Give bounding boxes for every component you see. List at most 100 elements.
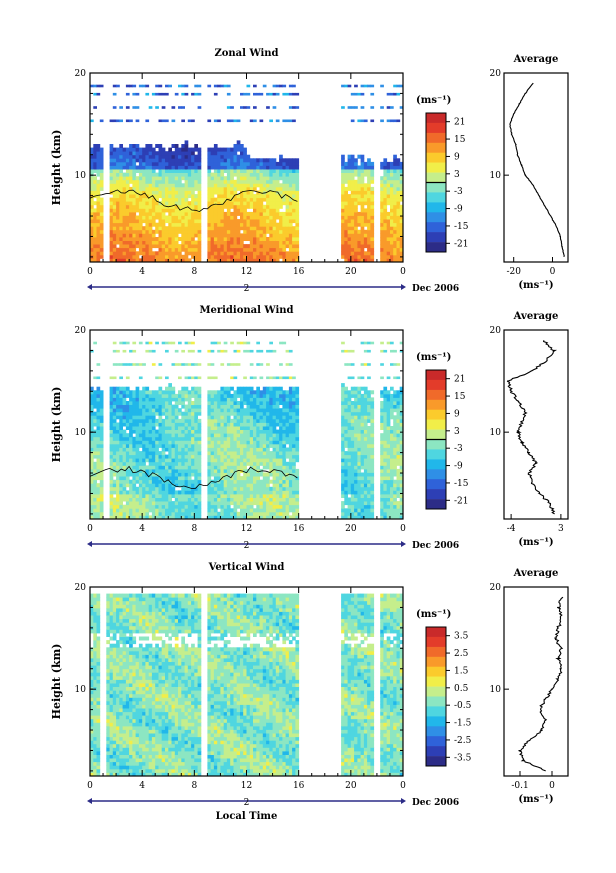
heatmap-cell — [253, 229, 257, 234]
heatmap-cell — [285, 119, 290, 123]
heatmap-cell — [230, 251, 234, 256]
heatmap-cell — [191, 222, 195, 227]
heatmap-cell — [181, 244, 185, 249]
heatmap-cell — [272, 436, 277, 441]
heatmap-cell — [217, 511, 221, 516]
heatmap-cell — [341, 465, 345, 470]
heatmap-cell — [151, 240, 156, 245]
heatmap-cell — [396, 233, 401, 238]
heatmap-cell — [116, 201, 120, 206]
heatmap-cell — [122, 515, 127, 520]
heatmap-cell — [135, 197, 140, 202]
heatmap-cell — [230, 426, 234, 430]
heatmap-cell — [210, 215, 215, 220]
heatmap-cell — [158, 222, 163, 227]
heatmap-cell — [138, 240, 143, 245]
heatmap-cell — [275, 472, 280, 477]
heatmap-cell — [142, 454, 146, 459]
heatmap-cell — [292, 508, 296, 513]
heatmap-cell — [112, 190, 117, 195]
heatmap-cell — [135, 151, 140, 156]
heatmap-cell — [93, 461, 97, 466]
heatmap-cell — [174, 418, 179, 423]
heatmap-cell — [285, 237, 290, 241]
heatmap-cell — [138, 154, 143, 159]
heatmap-cell — [350, 237, 355, 241]
heatmap-cell — [96, 194, 101, 199]
heatmap-cell — [155, 454, 159, 459]
heatmap-cell — [191, 151, 195, 156]
heatmap-cell — [187, 422, 192, 427]
heatmap-cell — [253, 172, 257, 177]
heatmap-cell — [226, 204, 231, 209]
heatmap-cell — [93, 483, 97, 488]
heatmap-cell — [230, 197, 234, 202]
heatmap-cell — [158, 151, 163, 156]
heatmap-cell — [357, 240, 362, 245]
heatmap-cell — [292, 226, 296, 231]
heatmap-cell — [236, 201, 241, 206]
heatmap-cell — [184, 390, 189, 395]
heatmap-cell — [125, 390, 130, 395]
heatmap-cell — [96, 215, 101, 220]
heatmap-cell — [155, 161, 159, 166]
heatmap-cell — [171, 451, 176, 456]
heatmap-cell — [151, 468, 156, 473]
heatmap-cell — [226, 229, 231, 234]
heatmap-cell — [132, 436, 137, 441]
heatmap-cell — [236, 158, 241, 163]
heatmap-cell — [142, 219, 146, 224]
heatmap-cell — [99, 197, 104, 202]
heatmap-cell — [275, 258, 280, 263]
heatmap-cell — [363, 194, 368, 199]
heatmap-cell — [226, 476, 231, 481]
heatmap-cell — [145, 483, 150, 488]
heatmap-cell — [272, 172, 277, 177]
heatmap-cell — [171, 204, 176, 209]
heatmap-cell — [168, 515, 172, 520]
heatmap-cell — [259, 490, 264, 495]
heatmap-cell — [187, 204, 192, 209]
heatmap-cell — [236, 140, 241, 145]
heatmap-cell — [288, 233, 293, 238]
heatmap-cell — [197, 447, 202, 452]
heatmap-cell — [213, 341, 218, 345]
heatmap-cell — [269, 494, 273, 498]
heatmap-cell — [138, 158, 143, 163]
heatmap-cell — [233, 237, 238, 241]
heatmap-cell — [233, 349, 238, 353]
heatmap-cell — [292, 433, 296, 438]
heatmap-cell — [279, 401, 283, 405]
heatmap-cell — [187, 476, 192, 481]
heatmap-cell — [174, 415, 179, 420]
heatmap-cell — [217, 458, 221, 463]
heatmap-cell — [360, 106, 365, 109]
heatmap-cell — [295, 186, 300, 191]
heatmap-cell — [90, 404, 94, 409]
heatmap-cell — [184, 486, 189, 491]
heatmap-cell — [246, 222, 251, 227]
heatmap-cell — [187, 226, 192, 231]
heatmap-cell — [155, 84, 159, 88]
heatmap-cell — [256, 183, 260, 188]
heatmap-cell — [226, 211, 231, 216]
heatmap-cell — [240, 208, 244, 213]
heatmap-cell — [161, 165, 166, 170]
heatmap-cell — [246, 190, 251, 195]
heatmap-cell — [295, 393, 300, 398]
heatmap-cell — [233, 401, 238, 405]
heatmap-cell — [282, 190, 287, 195]
heatmap-cell — [197, 468, 202, 473]
heatmap-cell — [207, 190, 212, 195]
heatmap-cell — [184, 468, 189, 473]
heatmap-cell — [213, 254, 218, 259]
heatmap-cell — [158, 476, 163, 481]
heatmap-cell — [363, 222, 368, 227]
heatmap-cell — [217, 237, 221, 241]
heatmap-cell — [184, 376, 189, 380]
colorbar-tick-label: -21 — [454, 239, 469, 249]
heatmap-cell — [132, 451, 137, 456]
heatmap-cell — [272, 397, 277, 402]
heatmap-cell — [380, 237, 384, 241]
heatmap-cell — [279, 183, 283, 188]
